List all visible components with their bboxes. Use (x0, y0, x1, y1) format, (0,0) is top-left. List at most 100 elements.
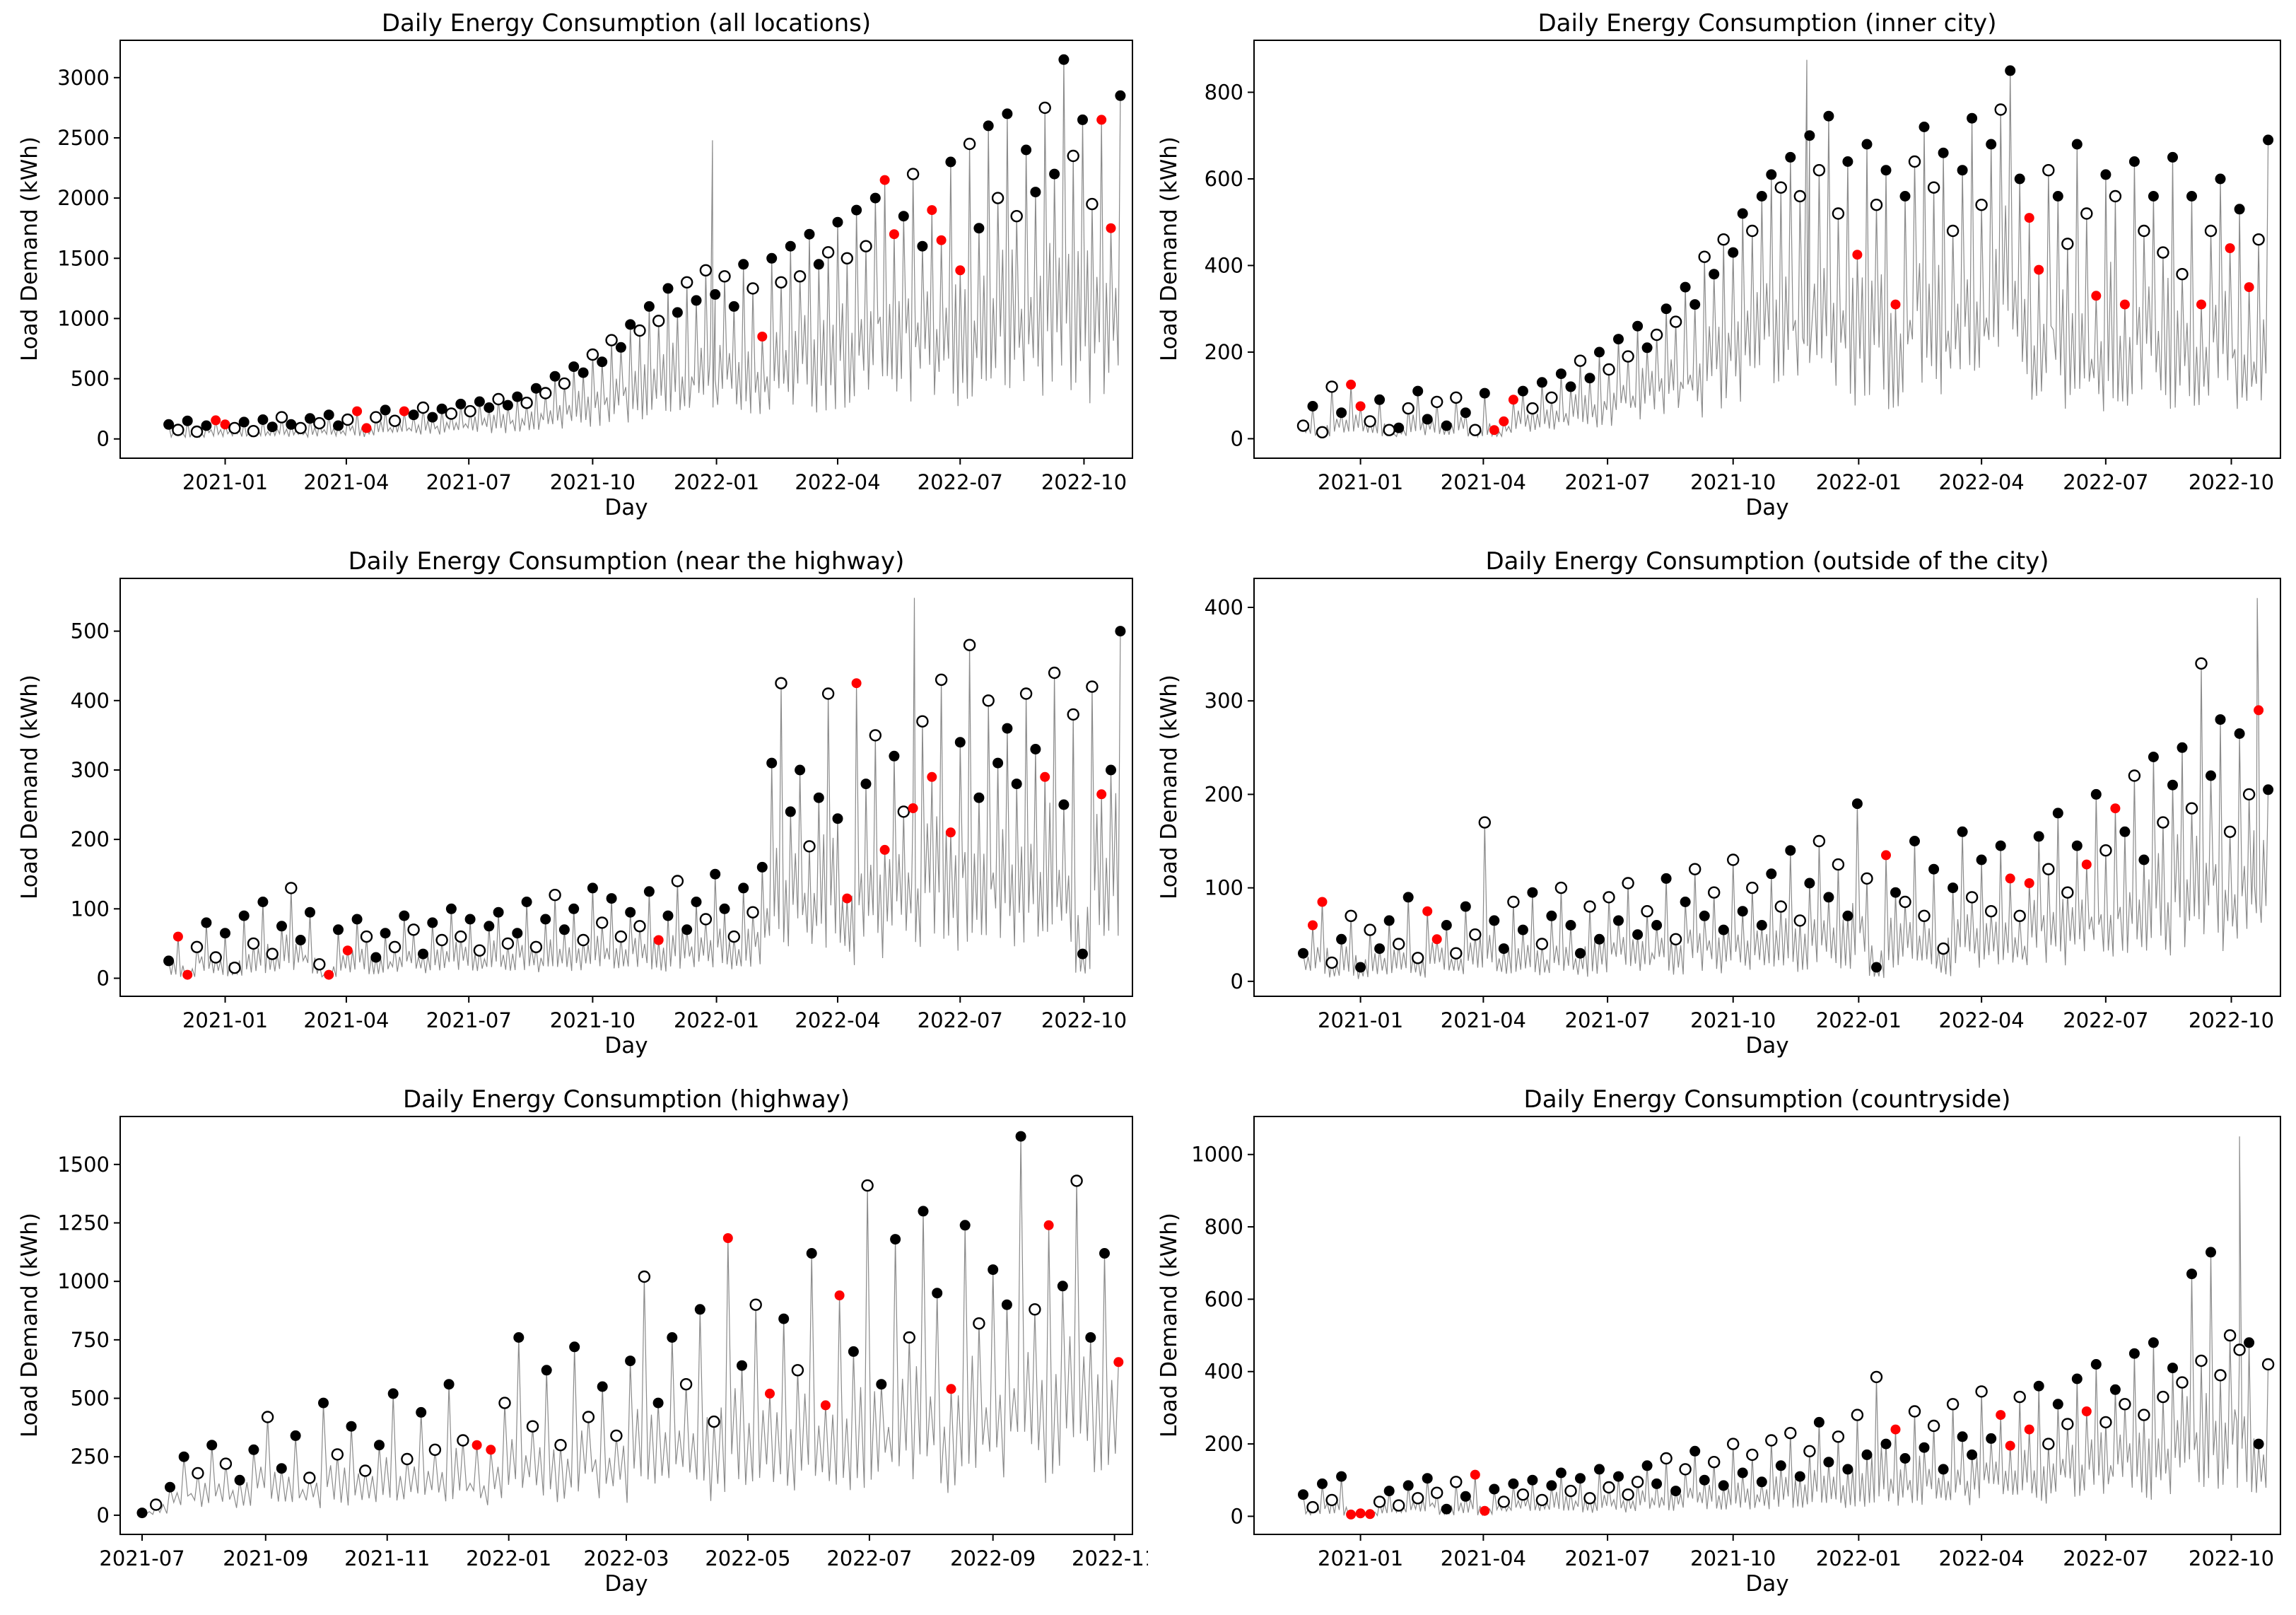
marker-open-circle (228, 962, 241, 974)
x-tick-label: 2022-07 (826, 1546, 912, 1570)
marker-filled-black (1737, 208, 1748, 219)
marker-filled-black (1880, 165, 1892, 176)
marker-open-circle (1516, 1488, 1530, 1501)
marker-filled-black (959, 1220, 971, 1231)
marker-filled-black (1880, 1438, 1892, 1450)
plot-canvas-inner-city: 2021-01 2021-04 2021-07 2021-10 2022-01 2022-… (1205, 40, 2281, 494)
marker-open-circle (1010, 210, 1023, 223)
marker-filled-red (1470, 1469, 1480, 1480)
marker-filled-red (955, 265, 966, 276)
marker-open-circle (1622, 1488, 1634, 1501)
y-tick-label: 400 (1205, 253, 1243, 277)
marker-filled-black (1957, 826, 1968, 837)
marker-open-circle (1603, 1481, 1615, 1494)
marker-filled-red (2024, 213, 2034, 223)
marker-open-circle (172, 424, 184, 436)
marker-filled-black (832, 216, 843, 228)
marker-filled-red (220, 419, 230, 430)
marker-filled-black (1718, 1480, 1729, 1491)
marker-filled-black (1641, 1460, 1653, 1471)
marker-filled-black (1489, 915, 1500, 926)
marker-filled-black (1594, 1464, 1605, 1475)
marker-open-circle (2223, 825, 2237, 838)
marker-filled-black (917, 240, 928, 252)
marker-filled-black (1861, 1449, 1873, 1460)
marker-filled-black (2052, 808, 2063, 819)
marker-filled-black (2263, 134, 2274, 146)
marker-filled-black (1651, 920, 1663, 931)
y-tick-label: 0 (1231, 969, 1243, 993)
marker-open-circle (1631, 1476, 1644, 1488)
marker-filled-black (1594, 346, 1605, 358)
marker-filled-red (1365, 1509, 1376, 1520)
marker-filled-red (472, 1440, 482, 1450)
marker-filled-black (1823, 1457, 1834, 1468)
y-tick-label: 750 (71, 1328, 110, 1352)
y-axis-label: Load Demand (kWh) (17, 1213, 42, 1438)
marker-open-circle (1908, 1405, 1921, 1418)
marker-filled-black (558, 924, 570, 935)
marker-filled-red (908, 803, 918, 813)
marker-open-circle (1469, 928, 1482, 941)
marker-filled-red (1040, 771, 1050, 782)
marker-filled-black (1986, 139, 1997, 150)
marker-filled-black (266, 421, 278, 433)
marker-filled-black (1336, 1471, 1347, 1482)
marker-filled-black (1670, 1486, 1682, 1497)
marker-filled-black (1336, 933, 1347, 945)
marker-open-circle (935, 673, 948, 687)
marker-filled-black (2244, 1337, 2255, 1348)
marker-filled-black (1057, 1281, 1068, 1292)
x-tick-label: 2022-10 (2189, 1008, 2274, 1032)
marker-filled-black (1298, 1489, 1308, 1500)
marker-filled-black (1015, 1131, 1026, 1142)
marker-filled-black (1508, 1478, 1519, 1489)
marker-open-circle (2252, 233, 2265, 246)
marker-filled-black (848, 1346, 859, 1357)
marker-open-circle (370, 411, 382, 424)
y-axis-label: Load Demand (kWh) (1156, 136, 1182, 361)
series-line (168, 597, 1121, 978)
marker-filled-black (1099, 1248, 1110, 1259)
marker-filled-red (2081, 859, 2092, 870)
marker-filled-black (738, 882, 749, 894)
marker-filled-black (165, 1481, 175, 1493)
marker-open-circle (2223, 1329, 2237, 1342)
marker-filled-red (2081, 1406, 2092, 1416)
marker-filled-black (513, 1332, 525, 1343)
plot-canvas-all-locations: 2021-01 2021-04 2021-07 2021-10 2022-01 2022-… (57, 40, 1133, 494)
marker-filled-black (1307, 401, 1318, 412)
y-tick-label: 300 (1205, 689, 1243, 713)
marker-filled-red (2119, 299, 2130, 310)
marker-filled-black (178, 1451, 189, 1462)
marker-open-circle (2013, 909, 2026, 922)
marker-open-circle (1698, 250, 1711, 263)
marker-filled-black (1001, 1299, 1012, 1310)
marker-filled-black (1967, 112, 1978, 124)
marker-open-circle (793, 270, 807, 283)
marker-open-circle (261, 1411, 274, 1423)
marker-filled-black (1402, 1480, 1414, 1491)
marker-filled-black (1030, 187, 1041, 198)
marker-open-circle (303, 1471, 316, 1484)
marker-open-circle (401, 1452, 414, 1466)
marker-filled-black (625, 319, 636, 330)
marker-open-circle (1622, 350, 1634, 363)
marker-filled-black (813, 792, 824, 803)
marker-filled-red (2005, 873, 2015, 884)
marker-filled-black (662, 910, 674, 921)
marker-filled-black (766, 252, 778, 264)
plot-canvas-near-the-highway: 2021-01 2021-04 2021-07 2021-10 2022-01 2022-… (71, 578, 1133, 1032)
marker-filled-black (1995, 840, 2006, 851)
y-tick-label: 600 (1205, 167, 1243, 191)
marker-filled-black (2071, 840, 2083, 851)
marker-open-circle (1899, 895, 1911, 909)
marker-open-circle (2261, 1358, 2275, 1371)
y-tick-label: 1000 (57, 306, 110, 330)
marker-filled-black (983, 120, 994, 132)
marker-open-circle (679, 1378, 693, 1391)
marker-filled-red (1106, 223, 1116, 233)
marker-open-circle (1669, 315, 1682, 328)
marker-filled-black (1948, 882, 1959, 894)
marker-open-circle (1373, 1496, 1386, 1508)
